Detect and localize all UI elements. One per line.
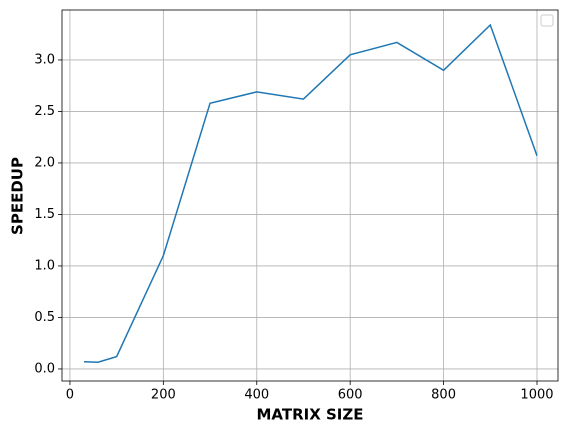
x-tick-label: 200 (151, 388, 176, 403)
y-tick-label: 3.0 (34, 52, 55, 67)
x-tick-label: 600 (338, 388, 363, 403)
x-axis-label: MATRIX SIZE (256, 406, 363, 424)
y-tick-label: 1.5 (34, 207, 55, 222)
y-tick-label: 0.5 (34, 310, 55, 325)
y-tick-label: 2.5 (34, 104, 55, 119)
plot-area (62, 10, 558, 381)
data-line (83, 23, 538, 364)
x-tick-label: 400 (244, 388, 269, 403)
y-tick-label: 1.0 (34, 258, 55, 273)
plot-frame (61, 9, 559, 382)
y-tick-label: 0.0 (34, 361, 55, 376)
y-tick-label: 2.0 (34, 155, 55, 170)
legend (540, 14, 554, 27)
x-tick-label: 1000 (520, 388, 553, 403)
y-axis-label: SPEEDUP (9, 157, 27, 235)
x-tick-label: 0 (66, 388, 74, 403)
x-tick-label: 800 (431, 388, 456, 403)
